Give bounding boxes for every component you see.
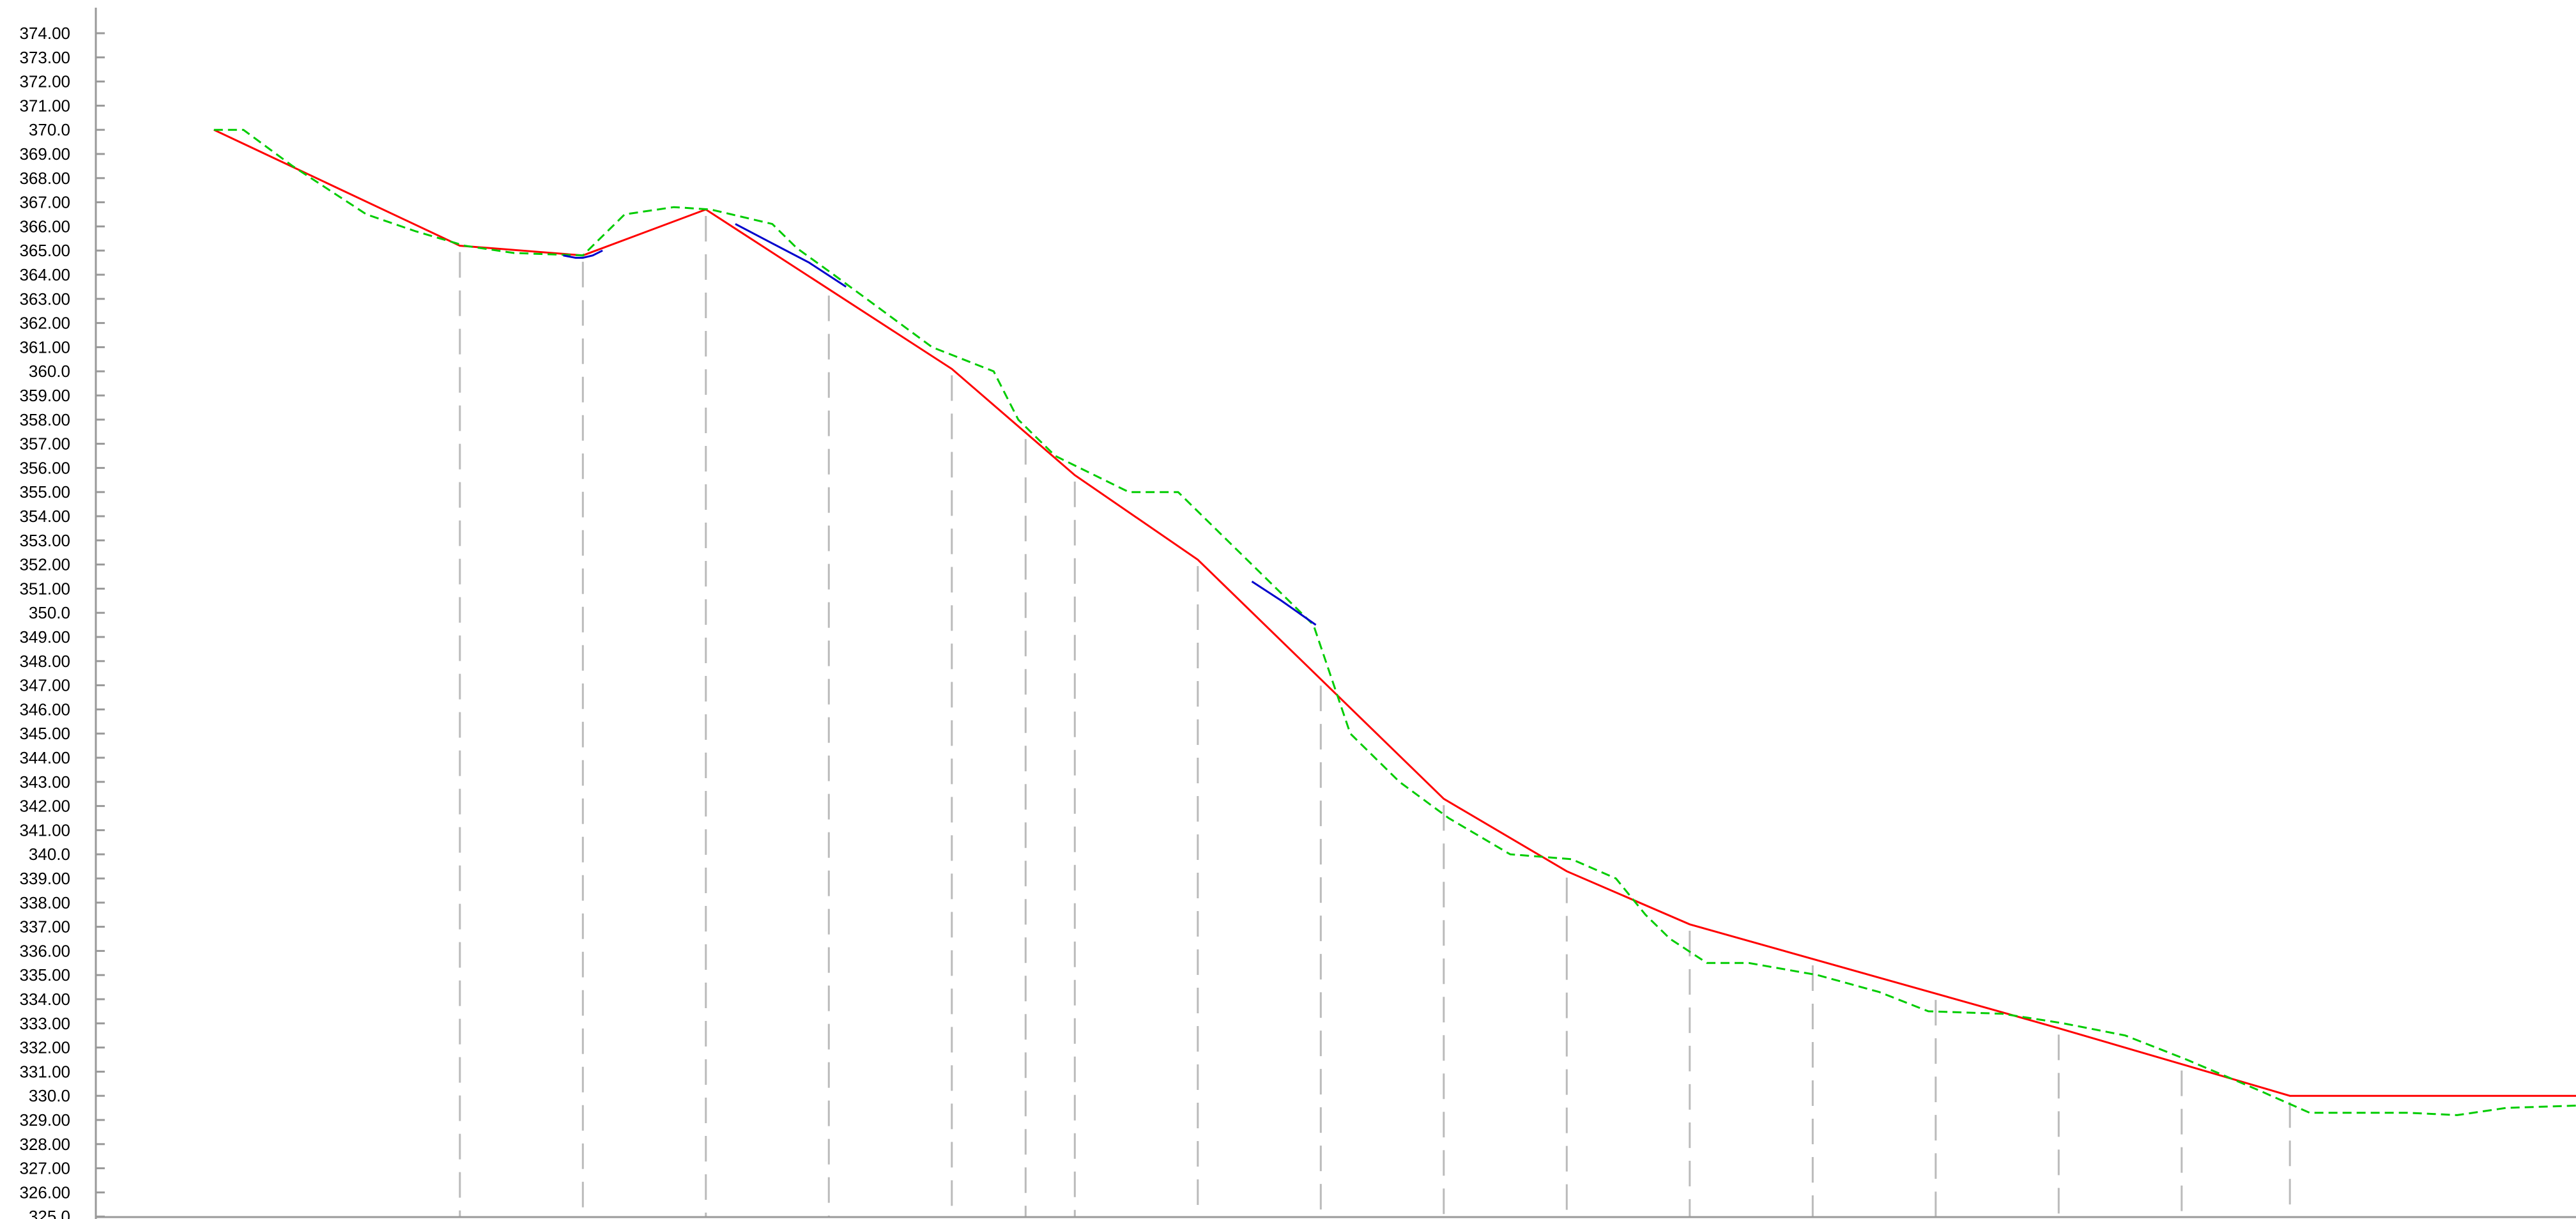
y-tick-label: 362.00 xyxy=(19,314,70,333)
y-tick-label: 348.00 xyxy=(19,652,70,671)
y-axis: 374.00 373.00 372.00 371.00 370.0 369.00 368.0… xyxy=(19,24,105,1219)
y-tick-label: 353.00 xyxy=(19,531,70,550)
y-tick-label: 363.00 xyxy=(19,289,70,309)
y-tick-label: 352.00 xyxy=(19,555,70,574)
y-tick-label: 345.00 xyxy=(19,724,70,743)
y-tick-label: 371.00 xyxy=(19,96,70,115)
y-tick-label: 342.00 xyxy=(19,797,70,816)
y-tick-label: 328.00 xyxy=(19,1135,70,1154)
y-tick-label: 325.0 xyxy=(29,1207,70,1219)
series-vertical-curve-1 xyxy=(563,249,603,259)
y-tick-label: 361.00 xyxy=(19,337,70,356)
y-tick-label: 373.00 xyxy=(19,48,70,67)
y-tick-label: 330.0 xyxy=(29,1086,70,1105)
y-tick-label: 335.00 xyxy=(19,965,70,985)
y-tick-label: 372.00 xyxy=(19,72,70,91)
y-tick-label: 343.00 xyxy=(19,772,70,792)
y-tick-label: 333.00 xyxy=(19,1014,70,1033)
y-tick-label: 366.00 xyxy=(19,217,70,236)
y-tick-label: 354.00 xyxy=(19,507,70,526)
y-tick-label: 341.00 xyxy=(19,820,70,839)
y-tick-label: 358.00 xyxy=(19,410,70,429)
station-gridlines xyxy=(459,215,2291,1217)
series-design-line xyxy=(213,128,2576,1097)
y-tick-label: 332.00 xyxy=(19,1038,70,1057)
series-ground-line xyxy=(213,128,2576,1116)
y-tick-label: 336.00 xyxy=(19,941,70,960)
y-tick-label: 334.00 xyxy=(19,990,70,1009)
y-tick-label: 351.00 xyxy=(19,579,70,598)
y-tick-label: 374.00 xyxy=(19,24,70,43)
y-tick-label: 359.00 xyxy=(19,386,70,405)
y-tick-label: 329.00 xyxy=(19,1110,70,1130)
y-tick-label: 370.0 xyxy=(29,120,70,139)
y-tick-label: 369.00 xyxy=(19,144,70,164)
y-tick-label: 339.00 xyxy=(19,869,70,888)
y-tick-label: 365.00 xyxy=(19,241,70,260)
y-tick-label: 326.00 xyxy=(19,1183,70,1202)
series-vertical-curve-3 xyxy=(1251,580,1317,626)
y-tick-label: 364.00 xyxy=(19,265,70,284)
y-tick-label: 367.00 xyxy=(19,193,70,212)
y-tick-label: 340.0 xyxy=(29,845,70,864)
y-tick-label: 331.00 xyxy=(19,1062,70,1081)
y-tick-label: 355.00 xyxy=(19,482,70,502)
y-tick-label: 347.00 xyxy=(19,676,70,695)
y-tick-label: 337.00 xyxy=(19,917,70,937)
series-vertical-curve-2 xyxy=(735,223,847,288)
y-tick-label: 346.00 xyxy=(19,700,70,719)
series-layer xyxy=(213,128,2576,1116)
y-tick-label: 368.00 xyxy=(19,169,70,188)
y-tick-label: 349.00 xyxy=(19,627,70,647)
y-tick-label: 327.00 xyxy=(19,1159,70,1178)
y-tick-label: 344.00 xyxy=(19,748,70,767)
y-tick-label: 356.00 xyxy=(19,458,70,477)
y-tick-label: 360.0 xyxy=(29,362,70,381)
y-tick-label: 338.00 xyxy=(19,893,70,912)
y-tick-label: 350.0 xyxy=(29,603,70,622)
y-tick-label: 357.00 xyxy=(19,434,70,454)
